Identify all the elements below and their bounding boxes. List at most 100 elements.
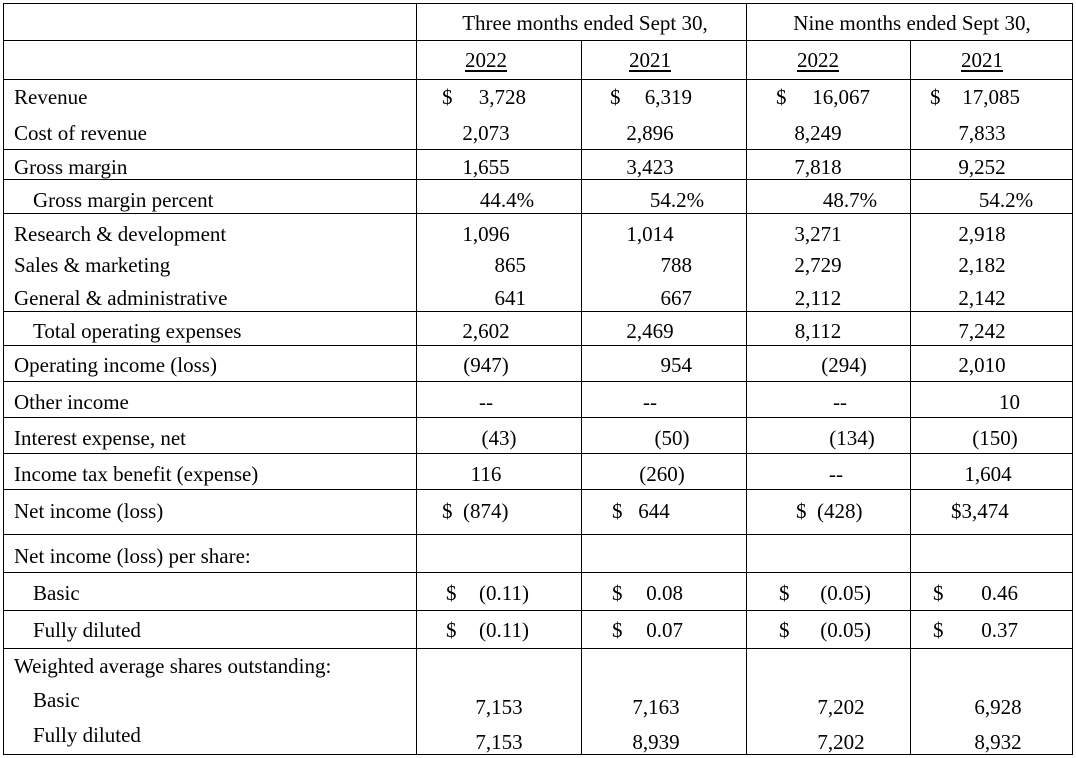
other-income-value: 10 <box>999 390 1020 414</box>
eps-basic-value: (0.05) <box>820 581 871 605</box>
border-left <box>3 3 4 755</box>
total-opex-value: 2,602 <box>462 319 510 343</box>
interest-expense-value: (50) <box>654 426 690 450</box>
shares-diluted-value: 8,939 <box>632 730 680 754</box>
dollar-sign: $ <box>612 581 623 605</box>
eps-basic-value: 0.08 <box>646 581 683 605</box>
col-divider-1 <box>416 3 417 755</box>
dollar-sign: $ <box>779 581 790 605</box>
rule <box>3 213 1073 214</box>
ga-value: 641 <box>494 286 527 310</box>
three-months-header: Three months ended Sept 30, <box>462 11 708 35</box>
eps-basic-value: (0.11) <box>479 581 529 605</box>
row-label-operating-income: Operating income (loss) <box>14 353 217 377</box>
gross-margin-value: 9,252 <box>958 155 1006 179</box>
rule <box>3 572 1073 573</box>
year-header: 2021 <box>961 48 1003 72</box>
row-label-revenue: Revenue <box>14 85 88 109</box>
revenue-value: 17,085 <box>962 85 1020 109</box>
border-right <box>1072 3 1073 755</box>
ga-value: 667 <box>660 286 693 310</box>
net-income-value: $ (428) <box>796 499 863 523</box>
dollar-sign: $ <box>612 618 623 642</box>
rd-value: 1,096 <box>462 222 510 246</box>
dollar-sign: $ <box>779 618 790 642</box>
row-label-weighted-shares: Weighted average shares outstanding: <box>14 654 332 678</box>
rule <box>3 610 1073 611</box>
rule <box>3 79 1073 80</box>
year-header: 2022 <box>465 48 507 72</box>
sm-value: 865 <box>494 253 527 277</box>
gross-margin-value: 7,818 <box>794 155 842 179</box>
income-tax-value: 116 <box>470 462 502 486</box>
row-label-income-tax: Income tax benefit (expense) <box>14 462 259 486</box>
rule <box>3 149 1073 150</box>
shares-diluted-value: 8,932 <box>974 730 1022 754</box>
row-label-other-income: Other income <box>14 390 129 414</box>
row-label-cost-of-revenue: Cost of revenue <box>14 121 147 145</box>
revenue-value: 16,067 <box>812 85 870 109</box>
total-opex-value: 7,242 <box>958 319 1006 343</box>
interest-expense-value: (43) <box>481 426 517 450</box>
rd-value: 2,918 <box>958 222 1006 246</box>
row-label-gross-margin: Gross margin <box>14 155 128 179</box>
shares-basic-value: 7,163 <box>632 695 680 719</box>
rule <box>3 754 1073 755</box>
sm-value: 2,182 <box>958 253 1006 277</box>
dollar-sign: $ <box>442 85 453 109</box>
rule <box>3 489 1073 490</box>
income-tax-value: -- <box>829 462 843 486</box>
rule <box>3 381 1073 382</box>
sm-value: 788 <box>660 253 693 277</box>
other-income-value: -- <box>833 390 847 414</box>
shares-basic-value: 7,202 <box>817 695 865 719</box>
rule <box>3 40 1073 41</box>
rule <box>3 648 1073 649</box>
gross-margin-percent-value: 48.7% <box>822 188 878 212</box>
row-label-gross-margin-percent: Gross margin percent <box>33 188 214 212</box>
eps-diluted-value: (0.05) <box>820 618 871 642</box>
row-label-eps-diluted: Fully diluted <box>33 618 141 642</box>
row-label-shares-diluted: Fully diluted <box>33 723 141 747</box>
ga-value: 2,112 <box>794 286 842 310</box>
dollar-sign: $ <box>933 618 944 642</box>
rule <box>3 453 1073 454</box>
dollar-sign: $ <box>610 85 621 109</box>
eps-basic-value: 0.46 <box>981 581 1018 605</box>
rd-value: 3,271 <box>794 222 842 246</box>
row-label-shares-basic: Basic <box>33 688 80 712</box>
interest-expense-value: (150) <box>972 426 1018 450</box>
ga-value: 2,142 <box>958 286 1006 310</box>
dollar-sign: $ <box>776 85 787 109</box>
col-divider-4 <box>910 41 911 755</box>
row-label-net-income: Net income (loss) <box>14 499 164 523</box>
col-divider-2 <box>581 41 582 755</box>
rule <box>3 179 1073 180</box>
dollar-sign: $ <box>446 581 457 605</box>
rule <box>3 534 1073 535</box>
gross-margin-percent-value: 44.4% <box>479 188 535 212</box>
total-opex-value: 2,469 <box>626 319 674 343</box>
shares-basic-value: 7,153 <box>475 695 523 719</box>
gross-margin-percent-value: 54.2% <box>649 188 705 212</box>
eps-diluted-value: 0.07 <box>646 618 683 642</box>
row-label-research-development: Research & development <box>14 222 227 246</box>
cost-of-revenue-value: 8,249 <box>794 121 842 145</box>
income-tax-value: 1,604 <box>964 462 1012 486</box>
dollar-sign: $ <box>446 618 457 642</box>
col-divider-3 <box>746 3 747 755</box>
income-tax-value: (260) <box>639 462 685 486</box>
rd-value: 1,014 <box>626 222 674 246</box>
operating-income-value: 954 <box>660 353 693 377</box>
gross-margin-value: 3,423 <box>626 155 674 179</box>
cost-of-revenue-value: 7,833 <box>958 121 1006 145</box>
net-income-value: $ 644 <box>612 499 670 523</box>
gross-margin-percent-value: 54.2% <box>978 188 1034 212</box>
border-top <box>3 3 1073 4</box>
revenue-value: 6,319 <box>644 85 692 109</box>
nine-months-header: Nine months ended Sept 30, <box>793 11 1031 35</box>
shares-diluted-value: 7,153 <box>475 730 523 754</box>
row-label-general-administrative: General & administrative <box>14 286 228 310</box>
cost-of-revenue-value: 2,073 <box>462 121 510 145</box>
